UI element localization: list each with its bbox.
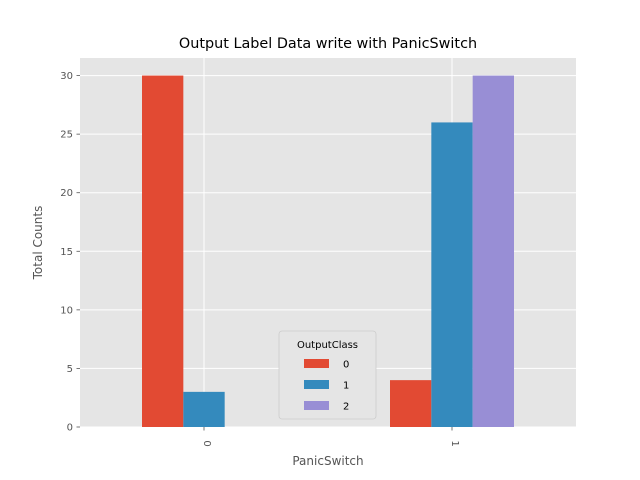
y-axis-ticks: 0 5 10 15 20 25 30 bbox=[60, 71, 80, 434]
bar-series-0-cat-0 bbox=[142, 75, 184, 428]
bar-series-2-cat-1 bbox=[472, 75, 514, 428]
legend-box bbox=[278, 330, 377, 420]
legend-label-0: 0 bbox=[343, 360, 349, 371]
bars bbox=[142, 75, 514, 428]
legend-label-2: 2 bbox=[343, 402, 349, 413]
legend-swatch-0 bbox=[304, 359, 329, 368]
x-tick-label: 0 bbox=[201, 440, 212, 446]
legend: OutputClass 0 1 2 bbox=[278, 330, 377, 420]
y-tick-label: 20 bbox=[60, 188, 73, 199]
legend-label-1: 1 bbox=[343, 381, 349, 392]
y-tick-label: 10 bbox=[60, 305, 73, 316]
y-tick-label: 30 bbox=[60, 71, 73, 82]
legend-title: OutputClass bbox=[297, 340, 358, 351]
legend-items: 0 1 2 bbox=[304, 359, 349, 413]
x-axis-title: PanicSwitch bbox=[292, 454, 363, 468]
legend-swatch-2 bbox=[304, 401, 329, 410]
y-tick-label: 15 bbox=[60, 247, 73, 258]
bar-series-0-cat-1 bbox=[390, 380, 432, 427]
y-tick-label: 25 bbox=[60, 130, 73, 141]
bar-series-1-cat-0 bbox=[183, 391, 225, 427]
legend-swatch-1 bbox=[304, 380, 329, 389]
chart-title: Output Label Data write with PanicSwitch bbox=[179, 36, 477, 52]
x-tick-label: 1 bbox=[449, 440, 460, 446]
y-axis-title: Total Counts bbox=[31, 206, 45, 281]
bar-series-1-cat-1 bbox=[431, 122, 473, 427]
y-tick-label: 5 bbox=[67, 364, 73, 375]
y-tick-label: 0 bbox=[67, 423, 73, 434]
